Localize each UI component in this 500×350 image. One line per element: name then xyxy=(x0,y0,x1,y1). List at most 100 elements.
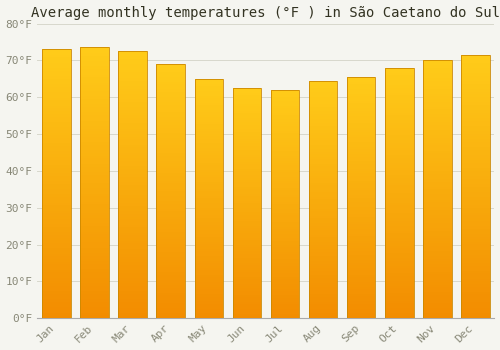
Bar xyxy=(385,180,414,183)
Bar xyxy=(232,187,261,189)
Bar xyxy=(347,256,376,258)
Bar xyxy=(423,228,452,231)
Bar xyxy=(156,155,185,158)
Bar xyxy=(232,191,261,194)
Bar xyxy=(309,142,338,145)
Bar xyxy=(42,168,70,170)
Bar xyxy=(232,111,261,113)
Bar xyxy=(118,307,147,310)
Bar xyxy=(309,152,338,154)
Bar xyxy=(385,100,414,103)
Bar xyxy=(194,253,223,256)
Bar xyxy=(270,268,300,270)
Bar xyxy=(347,181,376,183)
Bar xyxy=(461,144,490,147)
Bar xyxy=(156,79,185,82)
Bar xyxy=(270,156,300,158)
Bar xyxy=(80,120,109,123)
Bar xyxy=(194,98,223,100)
Bar xyxy=(42,189,70,192)
Bar xyxy=(118,161,147,163)
Bar xyxy=(194,282,223,285)
Bar xyxy=(156,234,185,237)
Bar xyxy=(118,310,147,313)
Bar xyxy=(423,133,452,135)
Bar xyxy=(423,313,452,316)
Bar xyxy=(42,232,70,235)
Bar xyxy=(423,143,452,146)
Bar xyxy=(232,251,261,254)
Bar xyxy=(80,159,109,161)
Bar xyxy=(156,135,185,138)
Bar xyxy=(461,55,490,318)
Bar xyxy=(80,167,109,169)
Bar xyxy=(423,231,452,233)
Bar xyxy=(347,99,376,101)
Bar xyxy=(80,229,109,232)
Bar xyxy=(347,96,376,99)
Bar xyxy=(194,301,223,304)
Bar xyxy=(270,176,300,179)
Bar xyxy=(347,111,376,113)
Bar xyxy=(347,301,376,304)
Bar xyxy=(385,313,414,316)
Bar xyxy=(423,107,452,109)
Bar xyxy=(347,210,376,212)
Bar xyxy=(309,309,338,311)
Bar xyxy=(423,261,452,264)
Bar xyxy=(347,108,376,111)
Bar xyxy=(194,306,223,309)
Bar xyxy=(461,128,490,131)
Bar xyxy=(232,295,261,298)
Bar xyxy=(80,175,109,177)
Bar xyxy=(118,193,147,195)
Bar xyxy=(118,230,147,233)
Bar xyxy=(232,316,261,318)
Bar xyxy=(42,63,70,65)
Bar xyxy=(194,84,223,86)
Bar xyxy=(118,257,147,259)
Bar xyxy=(270,231,300,234)
Bar xyxy=(461,289,490,292)
Bar xyxy=(270,261,300,264)
Bar xyxy=(156,191,185,194)
Bar xyxy=(80,280,109,283)
Bar xyxy=(118,190,147,192)
Bar xyxy=(347,84,376,86)
Bar xyxy=(461,189,490,192)
Bar xyxy=(309,85,338,88)
Bar xyxy=(347,311,376,313)
Bar xyxy=(156,148,185,150)
Bar xyxy=(80,315,109,318)
Bar xyxy=(194,88,223,91)
Bar xyxy=(309,99,338,102)
Bar xyxy=(194,294,223,297)
Bar xyxy=(194,91,223,93)
Bar xyxy=(347,125,376,128)
Bar xyxy=(461,202,490,205)
Bar xyxy=(156,252,185,255)
Bar xyxy=(194,184,223,187)
Bar xyxy=(80,245,109,248)
Bar xyxy=(309,114,338,116)
Bar xyxy=(423,272,452,274)
Bar xyxy=(42,170,70,173)
Bar xyxy=(270,128,300,131)
Bar xyxy=(270,90,300,92)
Bar xyxy=(347,183,376,186)
Bar xyxy=(118,59,147,62)
Bar xyxy=(232,258,261,261)
Bar xyxy=(385,253,414,255)
Bar xyxy=(156,145,185,148)
Bar xyxy=(385,301,414,303)
Bar xyxy=(156,82,185,84)
Bar xyxy=(118,64,147,67)
Bar xyxy=(309,156,338,159)
Bar xyxy=(270,197,300,199)
Bar xyxy=(461,297,490,300)
Bar xyxy=(309,166,338,168)
Bar xyxy=(385,236,414,238)
Bar xyxy=(194,187,223,189)
Bar xyxy=(118,289,147,292)
Bar xyxy=(309,313,338,316)
